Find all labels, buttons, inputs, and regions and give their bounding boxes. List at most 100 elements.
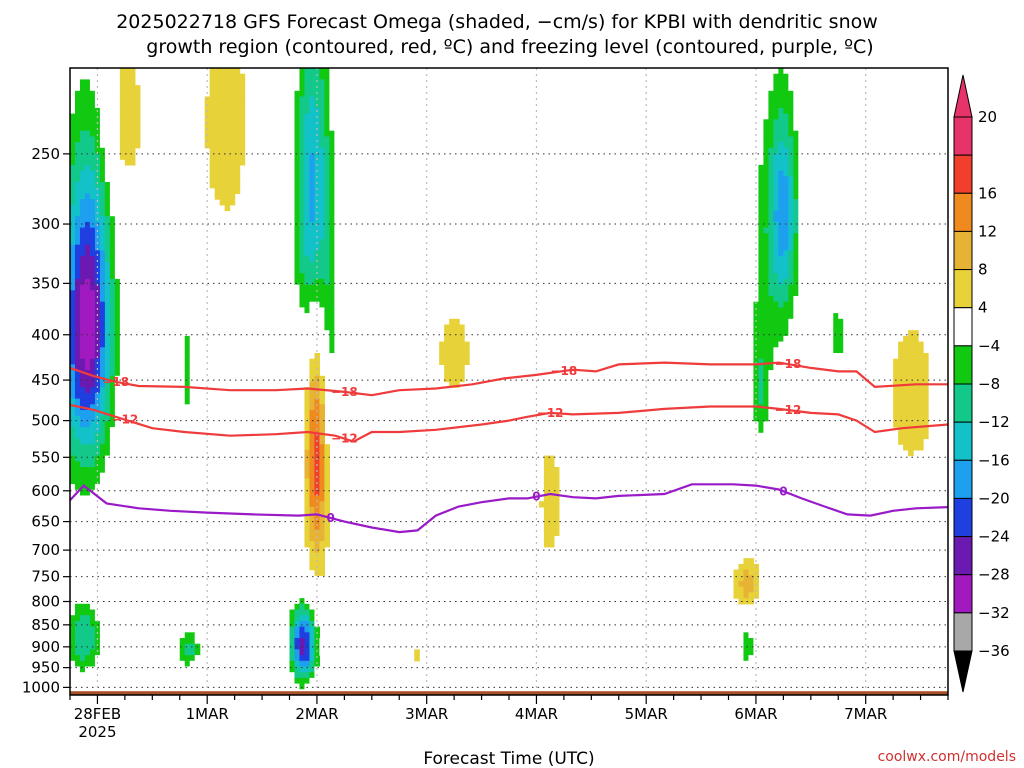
omega-cell <box>94 199 101 206</box>
omega-cell <box>294 142 301 149</box>
omega-cell <box>548 461 555 468</box>
omega-cell <box>294 609 301 616</box>
omega-cell <box>219 102 226 109</box>
omega-cell <box>114 210 121 217</box>
omega-cell <box>114 427 121 434</box>
omega-cell <box>748 569 755 576</box>
omega-cell <box>753 142 760 149</box>
omega-cell <box>70 649 76 656</box>
omega-cell <box>84 330 91 337</box>
omega-cell <box>70 85 76 92</box>
omega-cell <box>119 256 126 263</box>
omega-cell <box>74 284 81 291</box>
omega-cell <box>743 256 750 263</box>
omega-cell <box>748 216 755 223</box>
omega-cell <box>798 290 804 297</box>
omega-cell <box>548 495 555 502</box>
omega-cell <box>758 199 765 206</box>
omega-cell <box>758 142 765 149</box>
omega-cell <box>788 125 794 132</box>
omega-cell <box>184 432 191 440</box>
omega-cell <box>753 256 760 263</box>
omega-cell <box>119 290 126 297</box>
omega-cell <box>548 467 555 474</box>
omega-cell <box>788 90 794 98</box>
omega-cell <box>189 364 196 371</box>
omega-cell <box>309 153 316 160</box>
omega-cell <box>124 147 131 155</box>
omega-cell <box>89 524 96 531</box>
omega-cell <box>798 204 804 212</box>
omega-cell <box>309 392 316 400</box>
omega-cell <box>838 290 844 297</box>
omega-cell <box>99 73 106 80</box>
omega-cell <box>84 227 91 234</box>
omega-cell <box>289 609 296 616</box>
omega-cell <box>104 489 111 497</box>
omega-cell <box>184 660 191 668</box>
omega-cell <box>763 398 770 405</box>
omega-cell <box>783 307 789 314</box>
omega-cell <box>339 364 345 371</box>
omega-cell <box>803 176 809 183</box>
omega-cell <box>793 284 799 291</box>
omega-cell <box>743 267 750 274</box>
omega-cell <box>299 655 306 662</box>
omega-cell <box>334 375 340 383</box>
omega-cell <box>833 296 839 303</box>
omega-cell <box>798 164 804 172</box>
omega-cell <box>444 347 450 354</box>
omega-cell <box>329 398 335 405</box>
omega-cell <box>783 119 789 126</box>
omega-cell <box>908 392 914 400</box>
omega-cell <box>309 472 316 479</box>
omega-cell <box>314 381 321 388</box>
omega-cell <box>788 159 794 166</box>
omega-cell <box>224 102 231 109</box>
omega-cell <box>329 381 335 388</box>
omega-cell <box>788 358 794 365</box>
omega-cell <box>778 96 784 103</box>
omega-cell <box>89 370 96 377</box>
omega-cell <box>104 318 111 326</box>
omega-cell <box>788 142 794 149</box>
omega-cell <box>329 79 335 86</box>
omega-cell <box>339 256 345 263</box>
omega-cell <box>793 267 799 274</box>
omega-cell <box>224 136 231 143</box>
omega-cell <box>803 227 809 234</box>
omega-cell <box>758 193 765 200</box>
omega-cell <box>294 620 301 628</box>
omega-cell <box>748 290 755 297</box>
omega-cell <box>324 233 331 240</box>
omega-cell <box>553 529 560 536</box>
omega-cell <box>773 79 779 86</box>
omega-cell <box>778 147 784 155</box>
omega-cell <box>89 125 96 132</box>
omega-cell <box>748 598 755 605</box>
omega-cell <box>923 415 929 422</box>
y-tick-label: 1000 <box>22 678 60 696</box>
omega-cell <box>918 432 924 440</box>
omega-cell <box>229 113 236 120</box>
omega-cell <box>753 313 760 320</box>
omega-cell <box>74 603 81 611</box>
omega-cell <box>79 187 86 194</box>
omega-cell <box>189 353 196 360</box>
omega-cell <box>743 660 750 668</box>
omega-cell <box>758 261 765 269</box>
omega-cell <box>209 119 216 126</box>
omega-cell <box>79 677 86 685</box>
omega-cell <box>788 227 794 234</box>
omega-cell <box>918 358 924 365</box>
omega-cell <box>189 649 196 656</box>
omega-cell <box>119 147 126 155</box>
omega-cell <box>314 256 321 263</box>
omega-cell <box>309 113 316 120</box>
omega-cell <box>773 216 779 223</box>
omega-cell <box>89 164 96 172</box>
omega-cell <box>833 335 839 343</box>
omega-cell <box>918 444 924 451</box>
omega-cell <box>748 233 755 240</box>
omega-cell <box>294 256 301 263</box>
